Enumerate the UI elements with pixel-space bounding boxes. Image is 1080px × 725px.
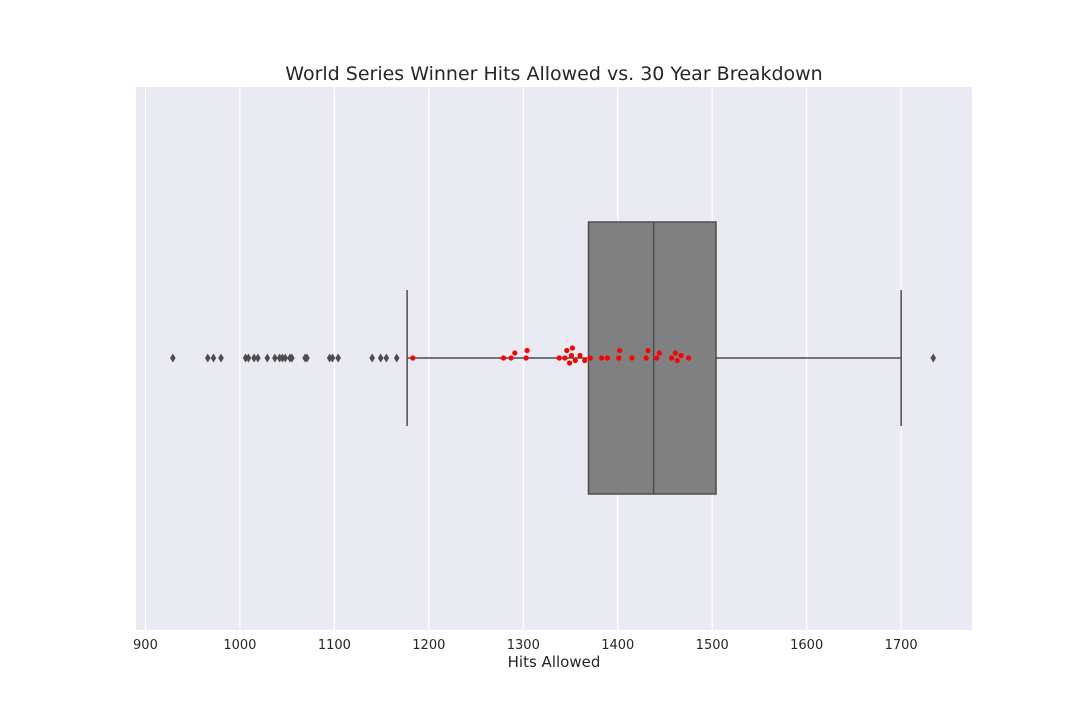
chart-title: World Series Winner Hits Allowed vs. 30 … <box>285 63 822 85</box>
outlier-marker <box>282 353 289 363</box>
x-axis-ticks: 900 1000 1100 1200 1300 1400 1500 1600 1700 <box>133 638 918 653</box>
outlier-marker <box>279 353 286 363</box>
outlier-marker <box>335 353 341 363</box>
data-point <box>562 355 568 361</box>
outlier-marker <box>329 353 336 363</box>
data-point <box>568 352 575 359</box>
data-point <box>564 347 570 354</box>
outlier-markers <box>170 353 937 363</box>
data-point <box>577 352 583 359</box>
data-point <box>643 355 649 361</box>
data-point <box>653 355 660 361</box>
data-point <box>512 350 518 356</box>
outlier-marker <box>245 353 252 363</box>
data-point <box>524 347 530 354</box>
x-tick-label: 1700 <box>885 638 918 653</box>
data-point <box>645 347 651 354</box>
outlier-marker <box>377 353 384 363</box>
data-point <box>686 355 692 361</box>
data-point <box>523 355 529 361</box>
data-point <box>656 350 662 356</box>
data-point <box>674 357 680 364</box>
data-point <box>582 357 588 364</box>
x-tick-label: 900 <box>133 638 158 653</box>
data-point <box>569 345 576 351</box>
data-point <box>669 355 675 361</box>
data-point <box>410 355 416 361</box>
data-point <box>556 355 562 361</box>
x-tick-label: 1300 <box>507 638 540 653</box>
data-point <box>566 360 573 366</box>
data-point <box>616 355 622 361</box>
data-point <box>500 355 507 361</box>
data-point <box>617 347 623 354</box>
x-tick-label: 1000 <box>223 638 256 653</box>
outlier-marker <box>930 353 937 363</box>
outlier-marker <box>170 353 176 363</box>
data-point <box>678 352 684 359</box>
outlier-marker <box>251 353 257 363</box>
data-point <box>599 355 605 361</box>
data-point <box>587 355 593 361</box>
outlier-marker <box>204 353 211 363</box>
outlier-marker <box>393 353 400 363</box>
outlier-marker <box>210 353 217 363</box>
outlier-marker <box>304 353 310 363</box>
data-point <box>572 357 578 364</box>
outlier-marker <box>218 353 224 363</box>
x-tick-label: 1200 <box>412 638 445 653</box>
outlier-marker <box>272 353 278 363</box>
outlier-marker <box>289 353 295 363</box>
data-point <box>672 350 678 356</box>
outlier-marker <box>264 353 271 363</box>
x-tick-label: 1600 <box>790 638 823 653</box>
outlier-marker <box>242 353 249 363</box>
outlier-marker <box>326 353 333 363</box>
x-tick-label: 1400 <box>601 638 634 653</box>
x-axis-label: Hits Allowed <box>508 653 601 671</box>
data-point <box>508 355 514 361</box>
outlier-marker <box>369 353 375 363</box>
swarm-points <box>410 345 692 366</box>
outlier-marker <box>383 353 390 363</box>
outlier-marker <box>255 353 261 363</box>
x-tick-label: 1500 <box>696 638 729 653</box>
data-point <box>604 355 610 361</box>
data-point <box>629 355 635 361</box>
outlier-marker <box>276 353 283 363</box>
x-tick-label: 1100 <box>318 638 351 653</box>
